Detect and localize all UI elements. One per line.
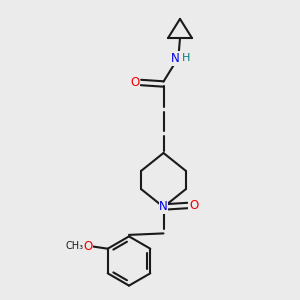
Text: H: H [182, 53, 190, 64]
Text: CH₃: CH₃ [65, 241, 83, 251]
Text: N: N [171, 52, 180, 65]
Text: O: O [189, 199, 198, 212]
Text: N: N [159, 200, 168, 214]
Text: O: O [83, 240, 92, 253]
Text: O: O [130, 76, 140, 89]
